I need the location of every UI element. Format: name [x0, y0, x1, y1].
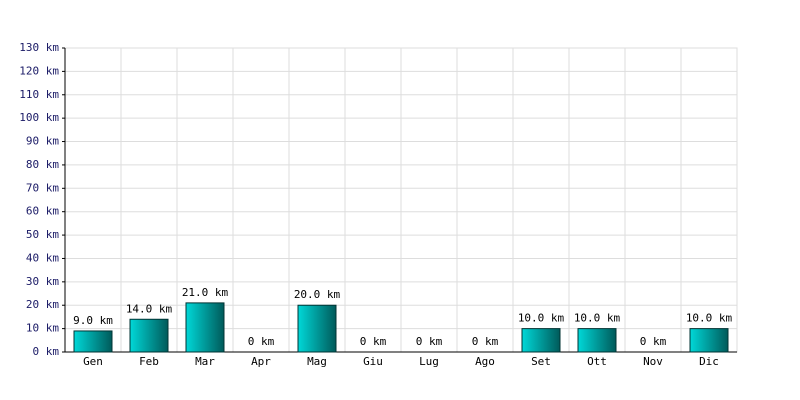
y-tick-label: 90 km [26, 135, 59, 148]
value-label: 0 km [360, 335, 387, 348]
value-label: 0 km [472, 335, 499, 348]
y-tick-label: 80 km [26, 158, 59, 171]
x-tick-label: Gen [83, 355, 103, 368]
value-label: 21.0 km [182, 286, 229, 299]
value-label: 10.0 km [518, 312, 565, 325]
bar [73, 330, 113, 353]
x-tick-label: Giu [363, 355, 383, 368]
y-tick-label: 20 km [26, 298, 59, 311]
bar [521, 328, 561, 353]
value-label: 20.0 km [294, 288, 341, 301]
y-tick-label: 70 km [26, 181, 59, 194]
y-tick-label: 50 km [26, 228, 59, 241]
bar [129, 318, 169, 353]
y-tick-label: 40 km [26, 251, 59, 264]
y-tick-label: 30 km [26, 275, 59, 288]
y-tick-label: 10 km [26, 322, 59, 335]
y-tick-label: 130 km [19, 41, 59, 54]
x-tick-label: Apr [251, 355, 271, 368]
x-tick-label: Set [531, 355, 551, 368]
x-tick-label: Nov [643, 355, 663, 368]
y-tick-label: 0 km [33, 345, 60, 358]
value-label: 0 km [416, 335, 443, 348]
bar [577, 328, 617, 353]
bar [689, 328, 729, 353]
x-tick-label: Mar [195, 355, 215, 368]
value-label: 10.0 km [686, 312, 733, 325]
value-label: 0 km [640, 335, 667, 348]
y-tick-label: 120 km [19, 64, 59, 77]
value-label: 9.0 km [73, 314, 113, 327]
bar [185, 302, 225, 353]
value-label: 14.0 km [126, 302, 173, 315]
y-tick-label: 100 km [19, 111, 59, 124]
x-tick-label: Feb [139, 355, 159, 368]
y-tick-label: 60 km [26, 205, 59, 218]
x-tick-label: Lug [419, 355, 439, 368]
value-label: 10.0 km [574, 312, 621, 325]
x-tick-label: Mag [307, 355, 327, 368]
bar [297, 304, 337, 353]
y-tick-label: 110 km [19, 88, 59, 101]
x-tick-label: Ott [587, 355, 607, 368]
x-tick-label: Ago [475, 355, 495, 368]
x-tick-label: Dic [699, 355, 719, 368]
value-label: 0 km [248, 335, 275, 348]
